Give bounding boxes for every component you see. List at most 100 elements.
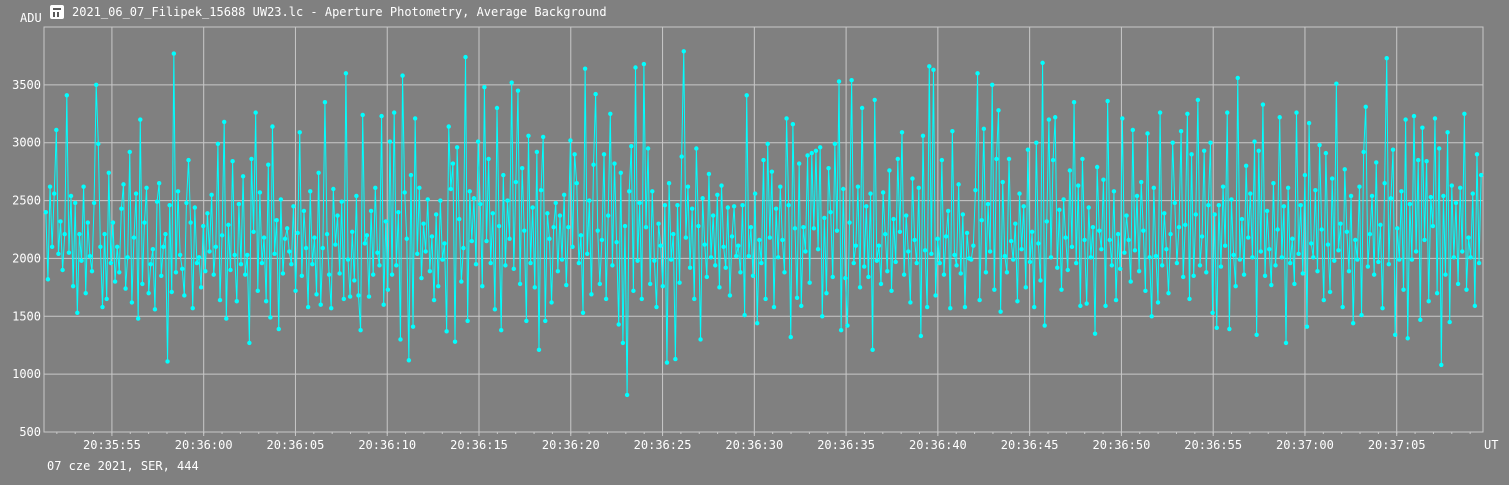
x-tick-label: 20:36:40 bbox=[909, 438, 967, 452]
data-point bbox=[1466, 235, 1471, 240]
data-point bbox=[1128, 279, 1133, 284]
data-point bbox=[843, 275, 848, 281]
data-point bbox=[1021, 204, 1026, 209]
data-point bbox=[1439, 362, 1444, 368]
data-point bbox=[62, 231, 67, 237]
data-point bbox=[423, 249, 428, 254]
data-point bbox=[1042, 323, 1047, 328]
data-point bbox=[652, 258, 657, 263]
data-point bbox=[874, 258, 880, 263]
data-point bbox=[312, 235, 317, 240]
data-point bbox=[627, 189, 632, 194]
data-point bbox=[1229, 197, 1234, 202]
data-point bbox=[362, 241, 367, 246]
data-point bbox=[228, 267, 233, 273]
data-point bbox=[1311, 255, 1316, 260]
data-point bbox=[305, 304, 311, 310]
data-point bbox=[1302, 172, 1308, 178]
data-point bbox=[786, 203, 791, 208]
data-point bbox=[303, 245, 309, 251]
chart-app-icon[interactable] bbox=[50, 5, 64, 19]
data-point bbox=[1214, 325, 1219, 331]
data-point bbox=[272, 251, 277, 256]
data-point bbox=[1437, 146, 1442, 151]
data-point bbox=[1279, 255, 1285, 260]
data-point bbox=[616, 322, 621, 327]
data-point bbox=[1212, 212, 1217, 217]
data-point bbox=[841, 186, 846, 192]
data-point bbox=[249, 156, 254, 162]
data-point bbox=[734, 253, 739, 259]
data-point bbox=[794, 295, 800, 300]
data-point bbox=[950, 128, 955, 134]
data-point bbox=[1050, 157, 1056, 163]
data-point bbox=[1367, 231, 1373, 237]
data-point bbox=[1290, 236, 1295, 241]
data-point bbox=[671, 231, 676, 237]
data-point bbox=[341, 296, 347, 302]
series-line bbox=[45, 51, 1482, 395]
data-point bbox=[992, 287, 997, 292]
data-point bbox=[146, 290, 151, 296]
y-tick-label: 500 bbox=[19, 425, 41, 439]
data-point bbox=[654, 304, 659, 310]
data-point bbox=[91, 200, 97, 206]
data-point bbox=[622, 223, 628, 229]
data-point bbox=[43, 209, 49, 215]
data-point bbox=[1365, 264, 1371, 269]
data-point bbox=[935, 236, 940, 241]
data-point bbox=[908, 300, 913, 305]
data-point bbox=[1395, 226, 1400, 231]
data-point bbox=[820, 314, 825, 319]
data-point bbox=[454, 145, 460, 150]
data-point bbox=[538, 187, 544, 193]
data-point bbox=[692, 296, 697, 302]
data-point bbox=[574, 181, 579, 186]
data-point bbox=[568, 138, 573, 143]
data-point bbox=[1248, 191, 1253, 196]
data-point bbox=[650, 189, 655, 194]
data-point bbox=[985, 201, 991, 207]
data-point bbox=[633, 65, 638, 70]
data-point bbox=[700, 196, 705, 201]
title-bar: 2021_06_07_Filipek_15688 UW23.lc - Apert… bbox=[50, 3, 607, 21]
data-point bbox=[1460, 249, 1465, 254]
data-point bbox=[1122, 250, 1127, 255]
data-point bbox=[238, 262, 244, 267]
data-point bbox=[862, 264, 867, 269]
data-point bbox=[1187, 296, 1192, 302]
data-point bbox=[748, 224, 754, 230]
data-point bbox=[1044, 219, 1049, 224]
data-point bbox=[866, 274, 871, 280]
data-point bbox=[1067, 168, 1073, 173]
data-point bbox=[713, 263, 718, 268]
data-point bbox=[1136, 268, 1142, 274]
data-point bbox=[1170, 140, 1175, 145]
data-point bbox=[956, 182, 961, 187]
data-point bbox=[979, 218, 984, 223]
data-point bbox=[410, 324, 416, 329]
data-point bbox=[1218, 264, 1224, 269]
data-point bbox=[488, 260, 493, 266]
data-point bbox=[1329, 176, 1335, 181]
data-point bbox=[322, 100, 328, 105]
data-point bbox=[440, 257, 445, 262]
data-point bbox=[1191, 273, 1196, 278]
data-point bbox=[885, 268, 890, 274]
data-point bbox=[108, 260, 114, 266]
data-point bbox=[169, 289, 174, 295]
data-point bbox=[1239, 216, 1245, 222]
data-point bbox=[660, 284, 665, 289]
data-point bbox=[1094, 164, 1100, 170]
data-point bbox=[782, 270, 787, 275]
data-point bbox=[1057, 207, 1062, 213]
data-point bbox=[1355, 257, 1360, 262]
data-point bbox=[100, 304, 105, 310]
data-point bbox=[775, 255, 781, 260]
data-point bbox=[656, 221, 661, 226]
data-point bbox=[205, 211, 210, 216]
data-point bbox=[266, 162, 271, 167]
data-point bbox=[587, 198, 592, 203]
data-point bbox=[1164, 246, 1169, 252]
data-point bbox=[70, 284, 76, 289]
